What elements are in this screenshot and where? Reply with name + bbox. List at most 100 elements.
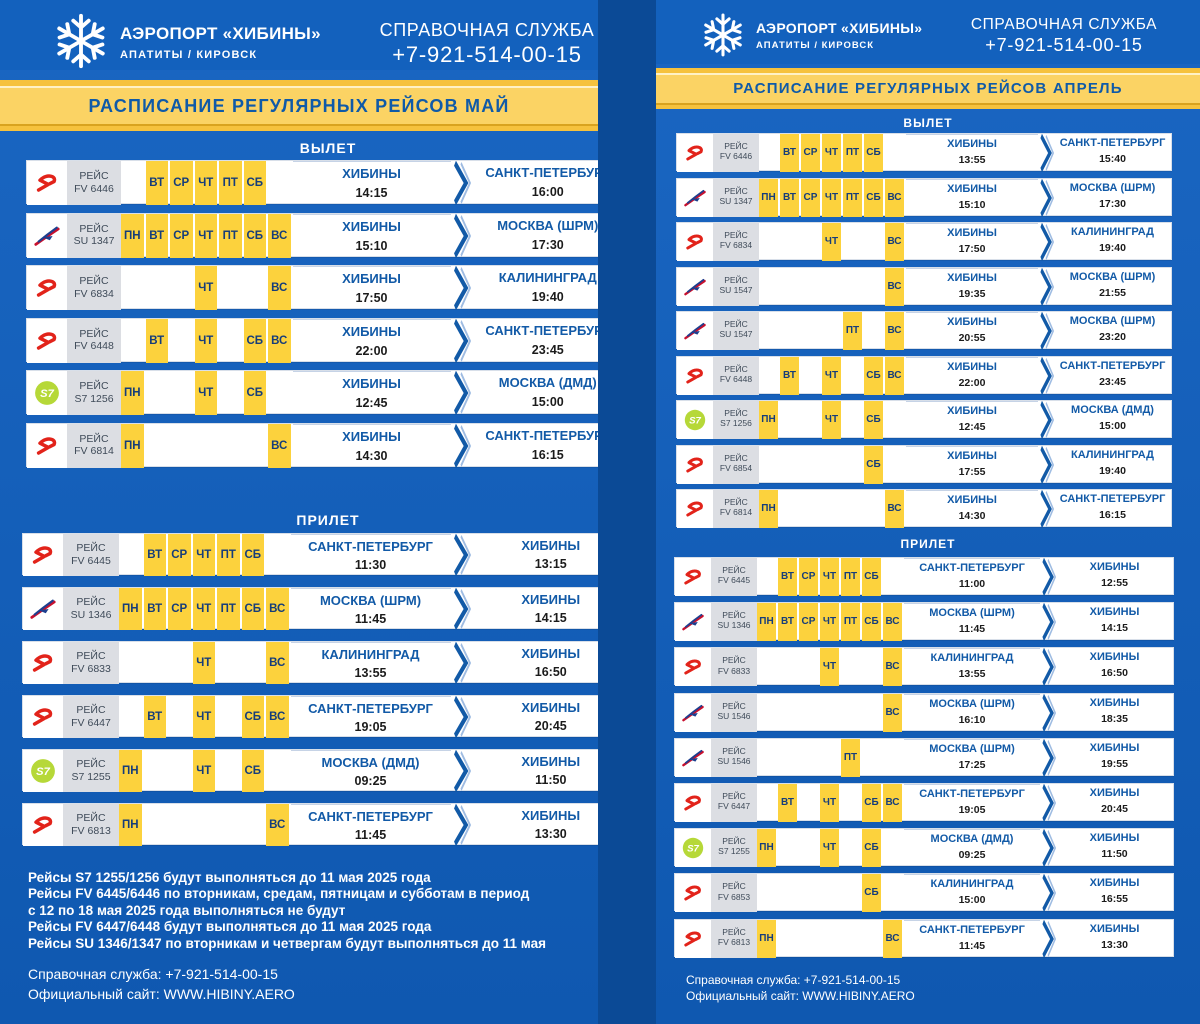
weekday-chip: ЧТ [192, 588, 215, 630]
destination: ХИБИНЫ 13:30 [1056, 920, 1173, 958]
flight-row[interactable]: S7 РЕЙС S7 1256 ПН ЧТ СБ ХИБИНЫ 12:45 МОСКВА (ДМ… [676, 400, 1172, 440]
destination: ХИБИНЫ 16:55 [1056, 874, 1173, 912]
flight-row[interactable]: РЕЙС FV 6445 ВТ СР ЧТ ПТ СБ САНКТ-ПЕТЕРБУРГ 11:3… [22, 533, 598, 577]
destination: САНКТ-ПЕТЕРБУРГ 15:40 [1054, 134, 1171, 172]
arrival-time: 14:15 [1101, 622, 1128, 635]
weekday-chip: ЧТ [192, 534, 215, 576]
weekday-chip: ЧТ [820, 648, 839, 687]
arrival-time: 13:30 [1101, 938, 1128, 951]
flight-row[interactable]: РЕЙС FV 6854 СБ ХИБИНЫ 17:55 КАЛИНИНГРАД 19:40 [676, 444, 1172, 484]
origin: САНКТ-ПЕТЕРБУРГ 11:45 [290, 804, 451, 846]
weekday-chip: СР [801, 134, 820, 172]
weekday-chip: ПТ [843, 312, 862, 350]
airline-logo [23, 696, 63, 738]
flight-row[interactable]: S7 РЕЙС S7 1256 ПН ЧТ СБ ХИБИНЫ 12:45 МОСКВА (ДМ… [26, 370, 598, 416]
departure-time: 11:45 [354, 612, 387, 626]
flight-row[interactable]: РЕЙС FV 6447 ВТ ЧТ СБ ВС САНКТ-ПЕТЕРБУРГ 19:05 Х… [22, 695, 598, 739]
destination-city: МОСКВА (ДМД) [1071, 404, 1154, 416]
weekday-chip: ВТ [778, 558, 797, 596]
flight-row[interactable]: РЕЙС SU 1546 ПТ МОСКВА (ШРМ) 17:25 ХИБИНЫ 19:5… [674, 737, 1174, 778]
destination: ХИБИНЫ 13:30 [471, 804, 599, 846]
departure-time: 14:30 [355, 448, 388, 463]
departure-time: 22:00 [958, 376, 986, 389]
airline-logo [675, 784, 711, 822]
page-title: РАСПИСАНИЕ РЕГУЛЯРНЫХ РЕЙСОВ МАЙ [0, 86, 598, 126]
airline-logo [675, 738, 711, 777]
flight-row[interactable]: РЕЙС FV 6813 ПН ВС САНКТ-ПЕТЕРБУРГ 11:45 ХИБИН… [22, 803, 599, 847]
flight-row[interactable]: РЕЙС FV 6446 ВТ СР ЧТ ПТ СБ ХИБИНЫ 13:55 САНКТ-ПЕ… [676, 133, 1172, 173]
origin: ХИБИНЫ 13:55 [906, 134, 1038, 172]
weekday-chip: СБ [864, 445, 883, 484]
flight-row[interactable]: РЕЙС FV 6813 ПН ВС САНКТ-ПЕТЕРБУРГ 11:45 ХИБИН… [674, 918, 1174, 958]
flight-row[interactable]: РЕЙС FV 6814 ПН ВС ХИБИНЫ 14:30 САНКТ-ПЕТЕРБУР… [676, 489, 1172, 529]
weekday-chip: ПН [759, 490, 778, 528]
svg-text:S7: S7 [36, 766, 50, 778]
aeroflot-logo-icon [34, 226, 60, 246]
departure-time: 17:50 [958, 243, 986, 255]
weekday-chip: СБ [862, 784, 881, 822]
help-line[interactable]: Справочная служба: +7-921-514-00-15 [28, 966, 278, 982]
flight-row[interactable]: РЕЙС SU 1347 ПН ВТ СР ЧТ ПТ СБ ВС ХИБИНЫ 15:10 МОСК… [26, 212, 598, 258]
weekday-chip: ВТ [145, 318, 168, 363]
route-arrow [451, 587, 471, 631]
rossiya-logo-icon [686, 501, 703, 517]
helpline-phone[interactable]: +7-921-514-00-15 [985, 35, 1143, 55]
weekday-chip: ВС [885, 267, 904, 306]
route-arrow [1040, 828, 1057, 868]
destination-city: КАЛИНИНГРАД [1070, 448, 1154, 461]
weekday-chip: СБ [241, 696, 264, 738]
flight-row[interactable]: РЕЙС FV 6447 ВТ ЧТ СБ ВС САНКТ-ПЕТЕРБУРГ 19:05 Х… [674, 783, 1174, 823]
flight-row[interactable]: РЕЙС FV 6833 ЧТ ВС КАЛИНИНГРАД 13:55 ХИБИНЫ 16:… [674, 647, 1174, 687]
flight-code: FV 6854 [719, 462, 753, 473]
help-line[interactable]: Справочная служба: +7-921-514-00-15 [686, 973, 901, 987]
flight-row[interactable]: РЕЙС FV 6446 ВТ СР ЧТ ПТ СБ ХИБИНЫ 14:15 САНКТ-ПЕ… [26, 160, 598, 206]
flight-row[interactable]: РЕЙС FV 6833 ЧТ ВС КАЛИНИНГРАД 13:55 ХИБИНЫ 16:… [22, 641, 598, 685]
weekday-chip: ПТ [217, 588, 240, 630]
flight-row[interactable]: РЕЙС FV 6834 ЧТ ВС ХИБИНЫ 17:50 КАЛИНИНГРАД 19:… [676, 222, 1172, 262]
flight-row[interactable]: РЕЙС FV 6834 ЧТ ВС ХИБИНЫ 17:50 КАЛИНИНГРАД 19:… [26, 265, 598, 311]
arrival-time: 11:50 [535, 773, 567, 787]
origin: САНКТ-ПЕТЕРБУРГ 11:30 [290, 534, 451, 576]
flight-row[interactable]: РЕЙС SU 1347 ПН ВТ СР ЧТ ПТ СБ ВС ХИБИНЫ 15:10 МОСК… [676, 177, 1172, 217]
flight-row[interactable]: РЕЙС SU 1346 ПН ВТ СР ЧТ ПТ СБ ВС МОСКВА (ШРМ) 11:… [674, 602, 1174, 642]
destination: ХИБИНЫ 12:55 [1056, 558, 1173, 596]
weekday-chip: ВС [885, 490, 904, 528]
origin: ХИБИНЫ 12:45 [906, 401, 1038, 439]
destination-city: ХИБИНЫ [521, 808, 581, 823]
route-arrow [1040, 602, 1057, 642]
airline-logo [677, 223, 713, 261]
flight-row[interactable]: РЕЙС FV 6445 ВТ СР ЧТ ПТ СБ САНКТ-ПЕТЕРБУРГ 11:0… [674, 557, 1174, 597]
departure-time: 11:45 [958, 623, 986, 636]
airline-logo [675, 648, 711, 687]
flight-row[interactable]: РЕЙС SU 1546 ВС МОСКВА (ШРМ) 16:10 ХИБИНЫ 18:3… [674, 692, 1174, 732]
route-arrow [1038, 489, 1055, 529]
departure-time: 12:45 [958, 421, 986, 433]
flight-code: SU 1346 [70, 608, 112, 621]
flight-row[interactable]: S7 РЕЙС S7 1255 ПН ЧТ СБ МОСКВА (ДМД) 09:25 ХИБИ… [674, 828, 1174, 868]
flight-number: РЕЙС S7 1255 [711, 829, 757, 868]
flight-row[interactable]: РЕЙС SU 1547 ВС ХИБИНЫ 19:35 МОСКВА (ШРМ) 21:5… [676, 266, 1172, 306]
website-link[interactable]: Официальный сайт: WWW.HIBINY.AERO [686, 989, 915, 1003]
weekday-chip: СР [801, 178, 820, 217]
flight-row[interactable]: S7 РЕЙС S7 1255 ПН ЧТ СБ МОСКВА (ДМД) 09:25 ХИБИ… [22, 749, 598, 793]
flight-prefix: РЕЙС [722, 565, 746, 575]
aeroflot-logo-icon [682, 614, 704, 631]
flight-row[interactable]: РЕЙС SU 1346 ПН ВТ СР ЧТ ПТ СБ ВС МОСКВА (ШРМ) 11:… [22, 587, 598, 631]
website-link[interactable]: Официальный сайт: WWW.HIBINY.AERO [28, 986, 295, 1002]
flight-row[interactable]: РЕЙС FV 6814 ПН ВС ХИБИНЫ 14:30 САНКТ-ПЕТЕРБУР… [26, 422, 598, 468]
destination-city: САНКТ-ПЕТЕРБУРГ [1059, 493, 1166, 505]
weekday-chip: ВТ [780, 178, 799, 217]
flight-row[interactable]: РЕЙС SU 1547 ПТ ВС ХИБИНЫ 20:55 МОСКВА (ШРМ) 23… [676, 311, 1172, 351]
origin: МОСКВА (ДМД) 09:25 [904, 829, 1040, 867]
flight-row[interactable]: РЕЙС FV 6448 ВТ ЧТ СБ ВС ХИБИНЫ 22:00 САНКТ-ПЕТЕ… [676, 355, 1172, 395]
departure-time: 14:30 [958, 510, 986, 522]
destination-city: ХИБИНЫ [1089, 922, 1140, 935]
weekday-chip: ВС [883, 603, 902, 642]
rossiya-logo-icon [36, 174, 57, 192]
helpline-label: СПРАВОЧНАЯ СЛУЖБА [970, 16, 1158, 33]
helpline-phone[interactable]: +7-921-514-00-15 [392, 42, 582, 67]
origin: КАЛИНИНГРАД 13:55 [290, 642, 451, 684]
flight-number: РЕЙС FV 6814 [67, 423, 121, 468]
flight-row[interactable]: РЕЙС FV 6448 ВТ ЧТ СБ ВС ХИБИНЫ 22:00 САНКТ-ПЕТЕ… [26, 317, 598, 363]
flight-row[interactable]: РЕЙС FV 6853 СБ КАЛИНИНГРАД 15:00 ХИБИНЫ 16:55 [674, 873, 1174, 913]
